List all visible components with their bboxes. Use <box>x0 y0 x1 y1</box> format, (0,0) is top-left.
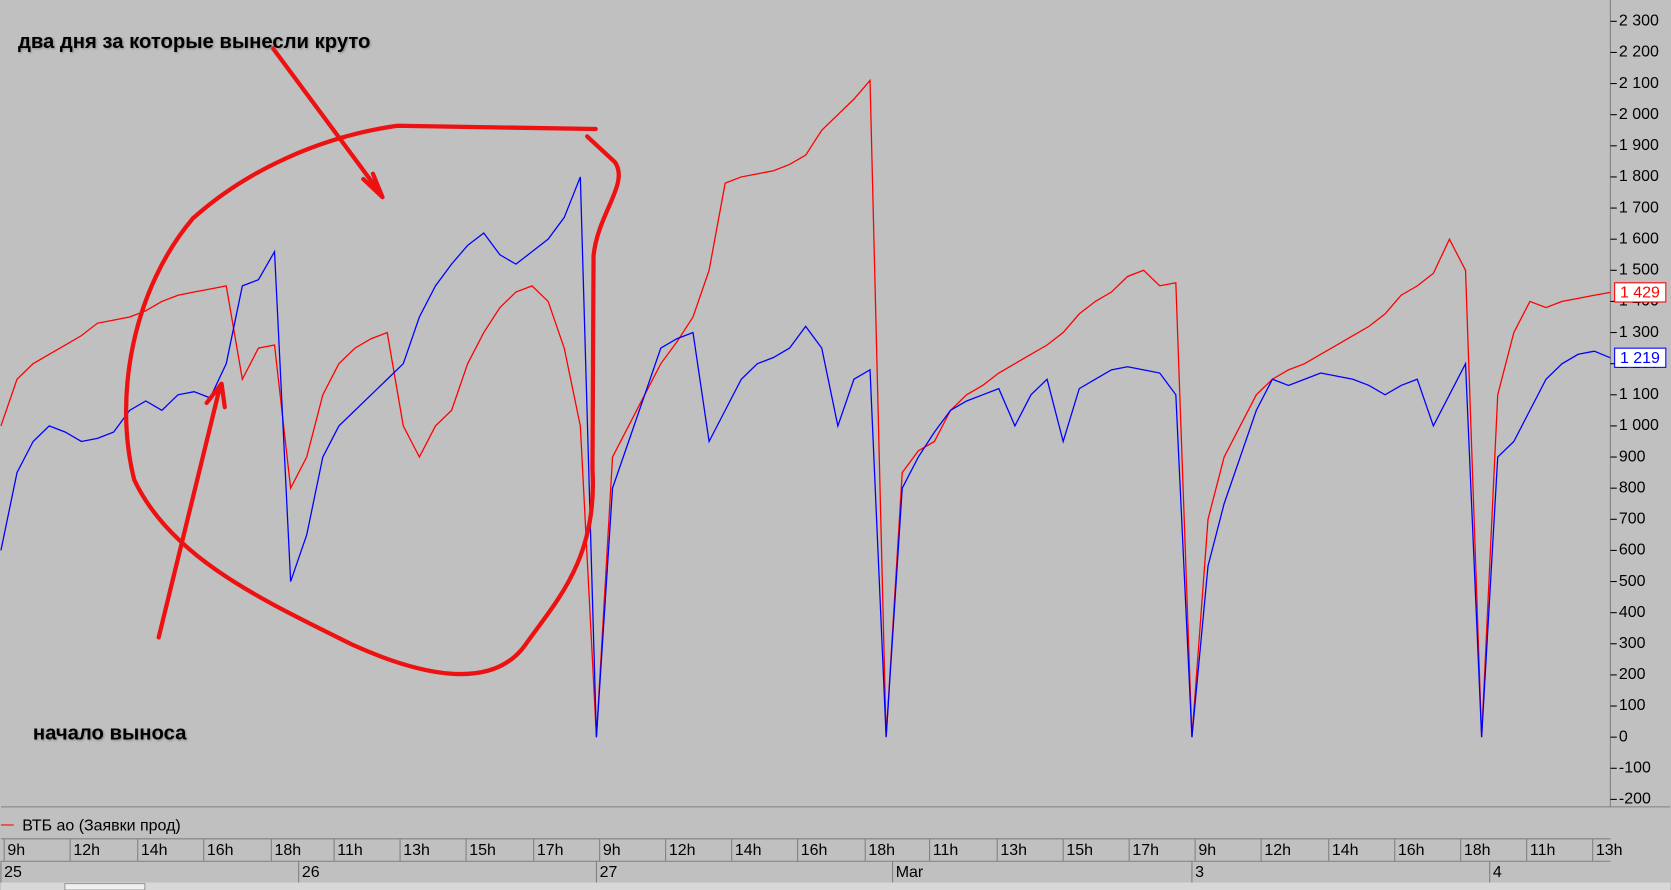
y-tick-label: 500 <box>1619 573 1646 590</box>
x-tick-label: 16h <box>207 842 234 859</box>
x-tick-label: 17h <box>1132 842 1159 859</box>
legend-label: ВТБ ао (Заявки прод) <box>22 817 180 834</box>
y-tick-label: 2 300 <box>1619 13 1659 30</box>
x-tick-label: 9h <box>1198 842 1216 859</box>
date-tick-label: 3 <box>1195 864 1204 881</box>
x-tick-label: 16h <box>1398 842 1425 859</box>
hand-arrow <box>156 381 227 640</box>
series-line <box>0 78 1611 738</box>
last-value-box <box>1614 282 1667 303</box>
y-tick-label: 600 <box>1619 542 1646 559</box>
date-tick-label: 4 <box>1493 864 1502 881</box>
hand-drawing <box>123 45 621 677</box>
x-tick-label: 11h <box>337 842 362 859</box>
y-tick-label: -200 <box>1619 791 1651 808</box>
y-tick-label: 100 <box>1619 697 1646 714</box>
y-tick-label: 1 300 <box>1619 324 1659 341</box>
x-tick-label: 9h <box>603 842 621 859</box>
tab[interactable] <box>64 883 146 890</box>
date-tick-label: 27 <box>600 864 618 881</box>
x-tick-label: 11h <box>933 842 958 859</box>
x-tick-label: 18h <box>868 842 895 859</box>
x-tick-label: 18h <box>1464 842 1491 859</box>
x-tick-label: 17h <box>537 842 564 859</box>
y-tick-label: 2 000 <box>1619 106 1659 123</box>
x-tick-label: 11h <box>1530 842 1555 859</box>
series-layer <box>0 78 1611 738</box>
y-tick-label: 2 100 <box>1619 75 1659 92</box>
x-tick-label: 12h <box>669 842 696 859</box>
x-tick-label: 14h <box>1332 842 1359 859</box>
x-tick-label: 18h <box>275 842 302 859</box>
date-tick-label: 25 <box>4 864 22 881</box>
y-tick-label: 2 200 <box>1619 44 1659 61</box>
last-value-box <box>1614 347 1667 368</box>
x-tick-label: 12h <box>1264 842 1291 859</box>
x-tick-label: 13h <box>1000 842 1027 859</box>
series-line <box>0 176 1611 738</box>
x-tick-label: 13h <box>403 842 430 859</box>
x-tick-label: 9h <box>7 842 25 859</box>
x-tick-label: 13h <box>1596 842 1623 859</box>
y-tick-label: 200 <box>1619 666 1646 683</box>
y-tick-label: -100 <box>1619 759 1651 776</box>
x-tick-label: 14h <box>141 842 168 859</box>
hand-circle <box>123 123 621 677</box>
y-tick-label: 300 <box>1619 635 1646 652</box>
y-tick-label: 1 700 <box>1619 199 1659 216</box>
y-tick-label: 1 100 <box>1619 386 1659 403</box>
y-tick-label: 1 500 <box>1619 262 1659 279</box>
y-tick-label: 1 800 <box>1619 168 1659 185</box>
x-tick-label: 14h <box>735 842 762 859</box>
x-tick-label: 12h <box>73 842 100 859</box>
annotation: два дня за которые вынесли круто <box>18 31 370 53</box>
y-tick-label: 1 600 <box>1619 230 1659 247</box>
date-tick-label: 26 <box>302 864 320 881</box>
y-tick-label: 700 <box>1619 511 1646 528</box>
y-tick-label: 1 900 <box>1619 137 1659 154</box>
hand-arrow <box>270 45 385 200</box>
x-tick-label: 15h <box>1066 842 1093 859</box>
annotation: начало выноса <box>33 723 187 745</box>
y-tick-label: 400 <box>1619 604 1646 621</box>
y-tick-label: 1 000 <box>1619 417 1659 434</box>
x-tick-label: 16h <box>801 842 828 859</box>
y-tick-label: 900 <box>1619 448 1646 465</box>
y-tick-label: 0 <box>1619 728 1628 745</box>
y-tick-label: 800 <box>1619 479 1646 496</box>
last-value-label: 1 219 <box>1620 350 1660 367</box>
date-tick-label: Mar <box>896 864 924 881</box>
x-tick-label: 15h <box>469 842 496 859</box>
tab-strip <box>0 882 1671 890</box>
last-value-label: 1 429 <box>1620 285 1660 302</box>
